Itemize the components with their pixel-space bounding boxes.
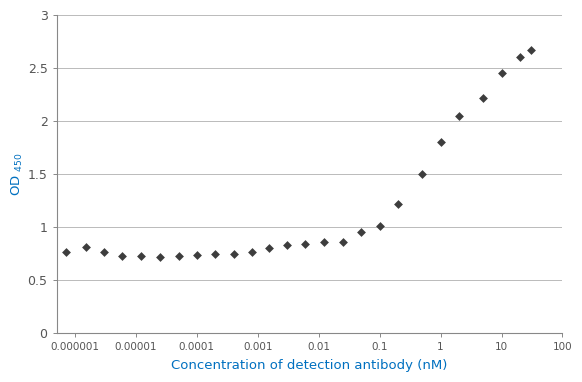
Point [81, 244, 90, 250]
Point [100, 248, 109, 254]
Point [393, 201, 403, 207]
Point [61, 248, 70, 254]
Point [455, 113, 464, 119]
Point [526, 47, 535, 53]
Point [375, 223, 384, 229]
Point [211, 251, 220, 257]
Point [338, 239, 347, 245]
Point [136, 253, 146, 259]
Point [264, 245, 273, 251]
Point [300, 241, 310, 247]
Point [192, 252, 201, 258]
Point [282, 242, 292, 248]
Point [515, 54, 524, 60]
Point [418, 171, 427, 177]
Point [118, 253, 127, 259]
Point [229, 251, 238, 257]
Point [497, 70, 506, 76]
Point [319, 239, 328, 245]
Point [247, 248, 257, 254]
Point [174, 253, 183, 259]
Point [155, 254, 165, 260]
Y-axis label: OD $_{450}$: OD $_{450}$ [10, 152, 25, 196]
X-axis label: Concentration of detection antibody (nM): Concentration of detection antibody (nM) [171, 359, 448, 372]
Point [436, 139, 445, 145]
Point [478, 94, 488, 100]
Point [357, 229, 366, 235]
